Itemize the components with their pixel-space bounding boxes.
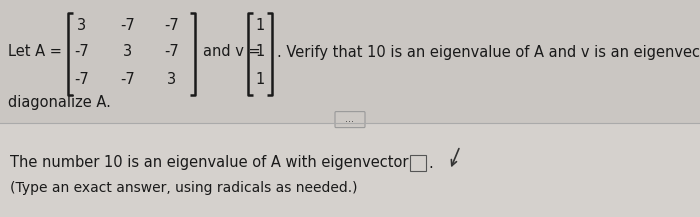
Text: -7: -7 xyxy=(164,18,179,33)
Text: -7: -7 xyxy=(75,72,90,87)
FancyBboxPatch shape xyxy=(335,112,365,128)
Text: 3: 3 xyxy=(78,18,87,33)
Text: The number 10 is an eigenvalue of A with eigenvector: The number 10 is an eigenvalue of A with… xyxy=(10,156,409,171)
Text: 1: 1 xyxy=(256,44,265,59)
Text: ...: ... xyxy=(346,114,354,124)
Text: (Type an exact answer, using radicals as needed.): (Type an exact answer, using radicals as… xyxy=(10,181,358,195)
Text: 3: 3 xyxy=(123,44,132,59)
Text: . Verify that 10 is an eigenvalue of A and v is an eigenvector. Then orthogonall: . Verify that 10 is an eigenvalue of A a… xyxy=(277,44,700,59)
Text: Let A =: Let A = xyxy=(8,44,62,59)
Text: diagonalize A.: diagonalize A. xyxy=(8,95,111,110)
Text: and v =: and v = xyxy=(203,44,260,59)
Text: -7: -7 xyxy=(120,18,135,33)
Text: -7: -7 xyxy=(164,44,179,59)
Text: -7: -7 xyxy=(75,44,90,59)
Text: 1: 1 xyxy=(256,18,265,33)
Text: 3: 3 xyxy=(167,72,176,87)
Text: .: . xyxy=(428,156,433,171)
Text: 1: 1 xyxy=(256,72,265,87)
Bar xyxy=(0,0,700,123)
Bar xyxy=(0,123,700,217)
Bar xyxy=(410,155,426,171)
Text: -7: -7 xyxy=(120,72,135,87)
